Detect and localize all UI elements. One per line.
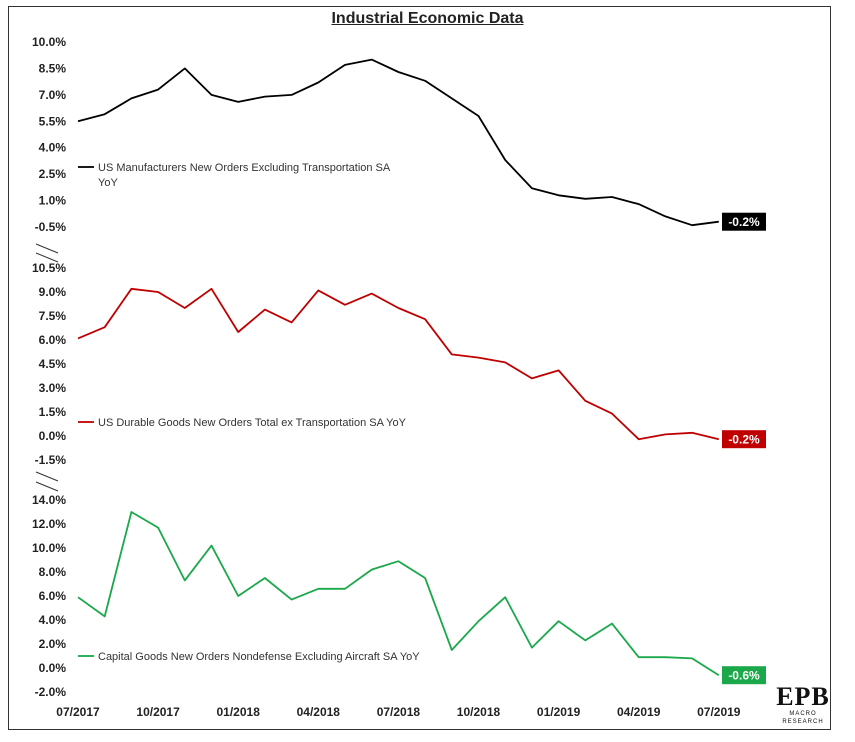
end-value-badge: [722, 212, 766, 231]
end-value-badge: [722, 430, 766, 449]
y-tick-label: 3.0%: [39, 381, 67, 395]
y-tick-label: 7.5%: [39, 309, 67, 323]
y-tick-label: 14.0%: [32, 493, 66, 507]
x-tick-label: 07/2017: [56, 705, 100, 719]
x-tick-label: 01/2018: [217, 705, 261, 719]
end-value-label: -0.2%: [728, 215, 760, 229]
chart-title: Industrial Economic Data: [331, 10, 524, 27]
legend-label: Capital Goods New Orders Nondefense Excl…: [98, 651, 420, 663]
panel-3: 14.0% 12.0% 10.0% 8.0% 6.0% 4.0% 2.0% 0.0% -2.0%…: [32, 493, 766, 699]
x-tick-label: 10/2017: [136, 705, 180, 719]
end-value-label: -0.6%: [728, 669, 760, 683]
end-value-badge: [722, 666, 766, 685]
y-tick-label: -0.5%: [35, 220, 67, 234]
x-tick-label: 04/2018: [297, 705, 341, 719]
x-tick-label: 01/2019: [537, 705, 581, 719]
y-tick-label: 9.0%: [39, 285, 67, 299]
y-tick-label: 10.5%: [32, 261, 66, 275]
panel-1: 10.0% 8.5% 7.0% 5.5% 4.0% 2.5% 1.0% -0.5% US Man…: [32, 35, 766, 234]
y-tick-label: 2.0%: [39, 637, 67, 651]
y-tick-label: -1.5%: [35, 453, 67, 467]
panel-2: 10.5% 9.0% 7.5% 6.0% 4.5% 3.0% 1.5% 0.0% -1.5% US…: [32, 261, 766, 467]
x-tick-label: 04/2019: [617, 705, 661, 719]
y-tick-label: 4.5%: [39, 357, 67, 371]
legend-label: US Durable Goods New Orders Total ex Tra…: [98, 417, 407, 429]
logo-main-text: EPB: [776, 682, 830, 711]
axis-break-mark: [35, 243, 59, 263]
y-tick-label: 8.5%: [39, 61, 67, 75]
y-tick-label: 2.5%: [39, 167, 67, 181]
y-tick-label: 10.0%: [32, 35, 66, 49]
chart-frame: [8, 6, 831, 730]
x-axis: 07/2017 10/2017 01/2018 04/2018 07/2018 10/20…: [56, 705, 741, 719]
y-tick-label: 1.5%: [39, 405, 67, 419]
y-tick-label: 10.0%: [32, 541, 66, 555]
y-tick-label: 0.0%: [39, 661, 67, 675]
x-tick-label: 07/2018: [377, 705, 421, 719]
series-line: [77, 58, 719, 227]
y-tick-label: 4.0%: [39, 141, 67, 155]
y-tick-label: 12.0%: [32, 517, 66, 531]
y-tick-label: 5.5%: [39, 114, 67, 128]
y-tick-label: 0.0%: [39, 429, 67, 443]
logo-sub-text: MACRO RESEARCH: [782, 711, 824, 725]
axis-break-mark: [35, 471, 59, 492]
y-tick-label: -2.0%: [35, 685, 67, 699]
end-value-label: -0.2%: [728, 433, 760, 447]
y-tick-label: 6.0%: [39, 333, 67, 347]
x-tick-label: 10/2018: [457, 705, 501, 719]
x-tick-label: 07/2019: [697, 705, 741, 719]
y-tick-label: 8.0%: [39, 565, 67, 579]
y-tick-label: 1.0%: [39, 194, 67, 208]
legend-label-cont: YoY: [98, 177, 118, 189]
y-tick-label: 6.0%: [39, 589, 67, 603]
epb-logo: EPB MACRO RESEARCH: [772, 684, 834, 726]
legend-label: US Manufacturers New Orders Excluding Tr…: [98, 162, 391, 174]
y-tick-label: 7.0%: [39, 88, 67, 102]
y-tick-label: 4.0%: [39, 613, 67, 627]
